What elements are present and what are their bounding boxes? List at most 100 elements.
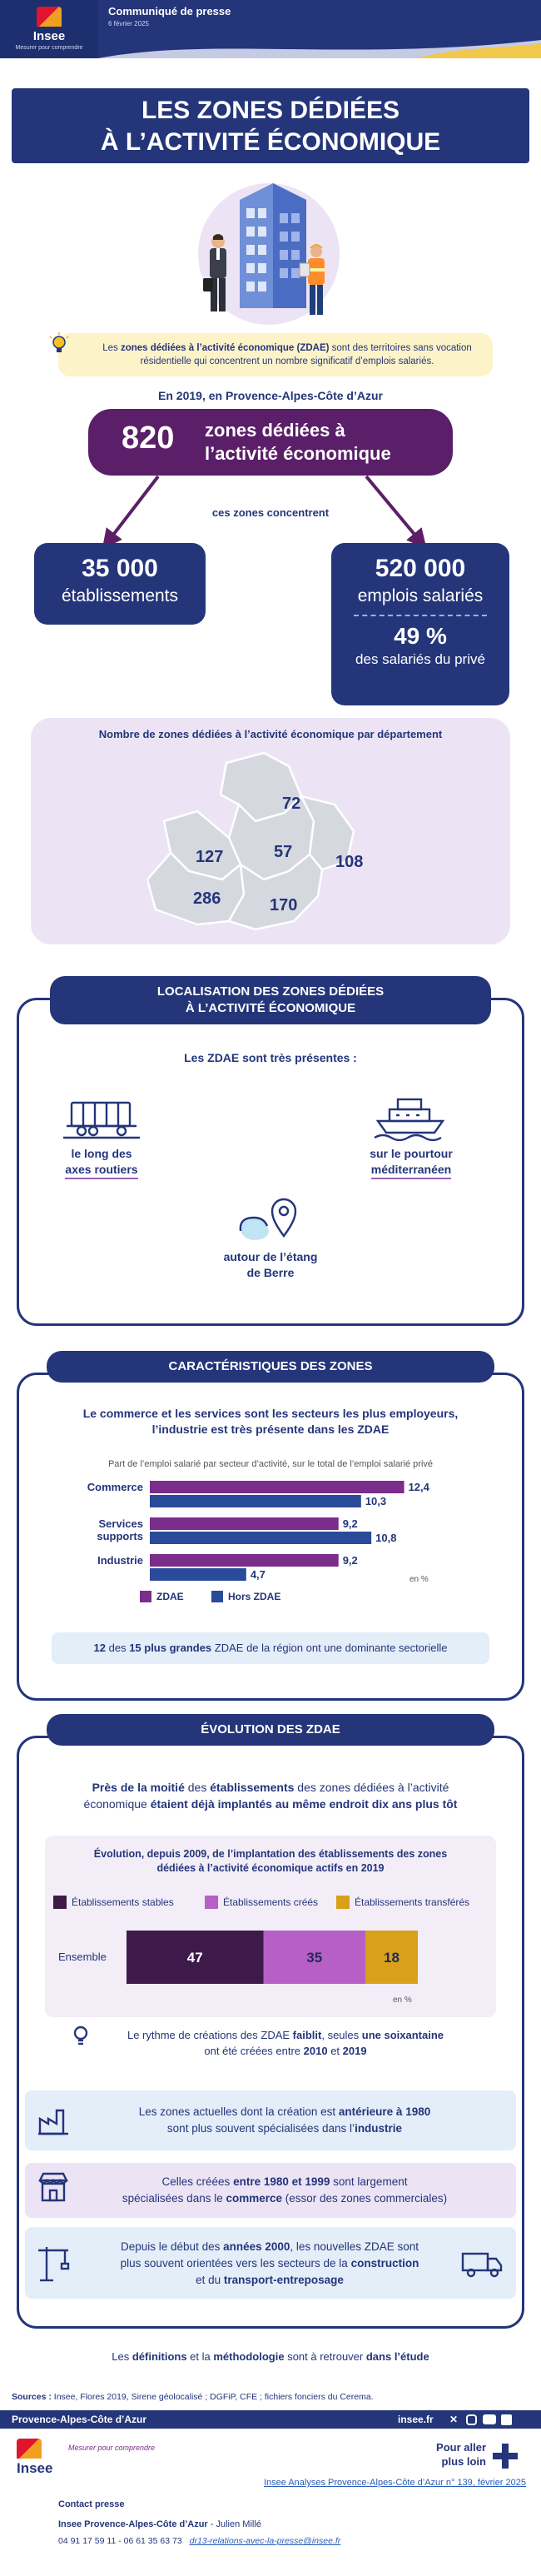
doc-type: Communiqué de presse bbox=[108, 5, 231, 17]
lightbulb-icon bbox=[49, 332, 69, 352]
evolution-headline: Près de la moitié des établissements des… bbox=[75, 1779, 466, 1812]
localisation-item-coast-line-2: méditerranéen bbox=[370, 1162, 452, 1179]
evolution-note-f: 2010 bbox=[303, 2045, 328, 2057]
evolution-note-e: ont été créées entre bbox=[204, 2045, 304, 2057]
stacked-chart-unit: en % bbox=[393, 1996, 412, 2005]
contact-phones: 04 91 17 59 11 - 06 61 35 63 73 bbox=[58, 2536, 182, 2546]
legend-label-zdae: ZDAE bbox=[156, 1591, 184, 1602]
characteristics-headline-line-2: l’industrie est très présente dans les Z… bbox=[151, 1423, 390, 1436]
stacked-value-label: 35 bbox=[306, 1950, 322, 1966]
evolution-note-g: et bbox=[327, 2045, 343, 2057]
map-value-05: 72 bbox=[282, 795, 301, 813]
sector-category-label: Industrie bbox=[97, 1554, 143, 1567]
sector-value-label: 4,7 bbox=[251, 1568, 266, 1581]
sector-value-label: 9,2 bbox=[343, 1554, 358, 1567]
concentrate-label: ces zones concentrent bbox=[211, 506, 330, 519]
legend-label-transferred: Établissements transférés bbox=[355, 1896, 470, 1908]
evolution-band-2-a: Celles créées bbox=[161, 2175, 234, 2188]
linkedin-icon[interactable] bbox=[501, 2414, 512, 2425]
evolution-band-1980-1999 bbox=[25, 2163, 516, 2218]
evolution-note-b: faiblit bbox=[292, 2029, 322, 2041]
evolution-headline-d: des zones dédiées à l’activité économiqu… bbox=[83, 1781, 449, 1811]
localisation-item-roads: le long des axes routiers bbox=[33, 1146, 170, 1179]
key-figure-pill: 820 zones dédiées à l’activité économiqu… bbox=[88, 409, 453, 476]
evolution-band-1-c: sont plus souvent spécialisées dans l’ bbox=[166, 2122, 355, 2135]
key-figure-label: zones dédiées à l’activité économique bbox=[205, 419, 391, 466]
sources-label: Sources : bbox=[12, 2392, 54, 2402]
study-line: Les définitions et la méthodologie sont … bbox=[0, 2350, 541, 2363]
evolution-band-2-e: commerce bbox=[226, 2192, 283, 2205]
youtube-icon[interactable] bbox=[483, 2414, 496, 2424]
study-line-a: Les bbox=[112, 2350, 132, 2363]
evolution-band-1-a: Les zones actuelles dont la création est bbox=[138, 2105, 339, 2118]
sector-footer-n1: 12 bbox=[93, 1642, 106, 1654]
legend-label-stable: Établissements stables bbox=[72, 1896, 174, 1908]
crane-icon bbox=[38, 2247, 70, 2282]
plus-icon[interactable] bbox=[493, 2444, 518, 2469]
localisation-subtitle: Les ZDAE sont très présentes : bbox=[184, 1051, 357, 1064]
localisation-item-coast: sur le pourtour méditerranéen bbox=[345, 1146, 478, 1179]
evolution-band-1-text: Les zones actuelles dont la création est… bbox=[77, 2104, 493, 2137]
evolution-band-3-b: années 2000 bbox=[223, 2240, 290, 2253]
evolution-note: Le rythme de créations des ZDAE faiblit,… bbox=[90, 2027, 481, 2059]
establishments-card: 35 000 établissements bbox=[34, 543, 206, 625]
contact-title: Contact presse bbox=[58, 2499, 125, 2509]
localisation-item-berre-line-1: autour de l’étang bbox=[223, 1250, 318, 1263]
intro-definition-box: Les zones dédiées à l’activité économiqu… bbox=[58, 333, 493, 376]
evolution-note-a: Le rythme de créations des ZDAE bbox=[127, 2029, 293, 2041]
sources: Sources : Insee, Flores 2019, Sirene géo… bbox=[12, 2392, 374, 2402]
evolution-chart-panel bbox=[45, 1836, 496, 2017]
truck-icon bbox=[63, 1101, 140, 1139]
legend-swatch-stable bbox=[53, 1896, 67, 1909]
stacked-value-label: 47 bbox=[187, 1950, 203, 1966]
jobs-divider bbox=[354, 615, 487, 616]
sector-category-label: Services bbox=[99, 1517, 144, 1530]
instagram-icon[interactable] bbox=[466, 2414, 477, 2425]
evolution-band-2-d: spécialisées dans le bbox=[122, 2192, 226, 2205]
more-info-label[interactable]: Pour aller plus loin bbox=[418, 2440, 486, 2469]
sector-bar bbox=[150, 1481, 405, 1493]
sector-bar bbox=[150, 1517, 339, 1530]
doc-date: 6 février 2025 bbox=[108, 20, 149, 27]
legend-label-hors-zdae: Hors ZDAE bbox=[228, 1591, 281, 1602]
intro-text-before: Les bbox=[102, 343, 121, 353]
sector-footer-band: 12 des 15 plus grandes ZDAE de la région… bbox=[52, 1632, 489, 1664]
study-link[interactable]: dans l’étude bbox=[365, 2350, 429, 2363]
sector-bar bbox=[150, 1495, 361, 1507]
contact-person: - Julien Millé bbox=[207, 2519, 261, 2529]
evolution-band-2-f: (essor des zones commerciales) bbox=[282, 2192, 448, 2205]
lightbulb-icon-2 bbox=[73, 2025, 88, 2045]
establishments-label: établissements bbox=[61, 586, 179, 605]
evolution-band-3-text: Depuis le début des années 2000, les nou… bbox=[77, 2239, 463, 2289]
x-social-icon[interactable]: ✕ bbox=[449, 2414, 459, 2425]
evolution-headline-e: étaient déjà implantés au même endroit d… bbox=[150, 1797, 458, 1811]
jobs-share-value: 49 % bbox=[394, 623, 447, 649]
sector-category-label: Commerce bbox=[87, 1481, 143, 1493]
study-line-b: définitions bbox=[132, 2350, 187, 2363]
evolution-title: ÉVOLUTION DES ZDAE bbox=[47, 1714, 494, 1746]
map-title: Nombre de zones dédiées à l’activité éco… bbox=[98, 728, 443, 740]
insee-logo-icon bbox=[37, 7, 62, 27]
evolution-band-before-1980 bbox=[25, 2090, 516, 2150]
contact-org: Insee Provence-Alpes-Côte d’Azur bbox=[58, 2519, 208, 2529]
evolution-chart-title-line-2: dédiées à l’activité économique actifs e… bbox=[156, 1862, 385, 1874]
footer-site-link[interactable]: insee.fr bbox=[398, 2414, 434, 2425]
sector-value-label: 10,8 bbox=[375, 1532, 396, 1544]
insee-logo-text: Insee bbox=[32, 29, 66, 43]
localisation-item-roads-line-2: axes routiers bbox=[65, 1162, 138, 1179]
split-arrows bbox=[102, 475, 427, 550]
evolution-headline-b: des bbox=[184, 1781, 211, 1794]
jobs-card: 520 000 emplois salariés 49 % des salari… bbox=[331, 543, 509, 705]
map-value-84: 127 bbox=[196, 848, 224, 866]
sector-value-label: 12,4 bbox=[409, 1481, 430, 1493]
sector-footer-n2: 15 plus grandes bbox=[129, 1642, 212, 1654]
insee-logo-box: Insee Mesurer pour comprendre bbox=[0, 0, 98, 58]
localisation-item-berre: autour de l’étang de Berre bbox=[204, 1249, 337, 1281]
contact-email-link[interactable]: dr13-relations-avec-la-presse@insee.fr bbox=[189, 2536, 341, 2546]
legend-swatch-hors-zdae bbox=[211, 1591, 223, 1602]
stacked-segment bbox=[365, 1931, 418, 1984]
publication-link[interactable]: Insee Analyses Provence-Alpes-Côte d’Azu… bbox=[263, 2478, 526, 2488]
evolution-band-2-b: entre 1980 et 1999 bbox=[233, 2175, 330, 2188]
evolution-band-1-d: industrie bbox=[355, 2122, 403, 2135]
region-line: En 2019, en Provence-Alpes-Côte d’Azur bbox=[158, 389, 383, 402]
